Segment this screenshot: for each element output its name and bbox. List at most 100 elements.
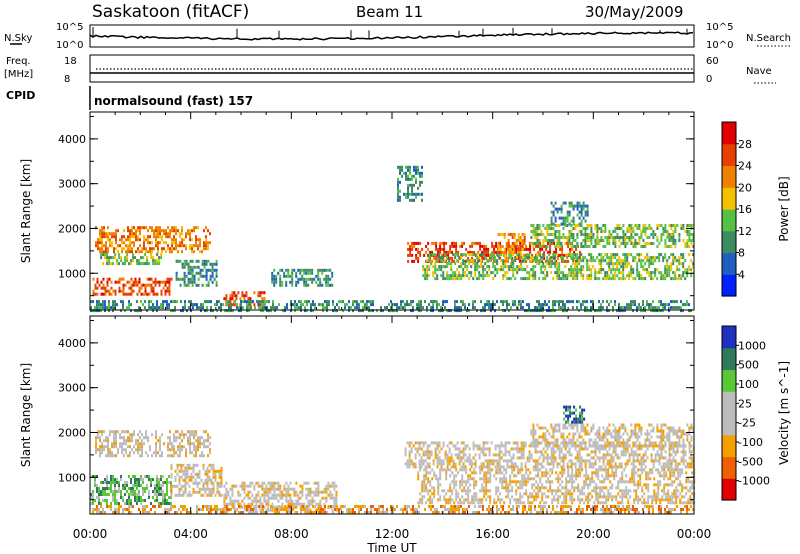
data-cell bbox=[684, 450, 687, 454]
data-cell bbox=[550, 271, 553, 275]
data-cell bbox=[426, 274, 429, 278]
data-cell bbox=[188, 475, 191, 479]
data-cell bbox=[157, 235, 159, 239]
data-cell bbox=[419, 180, 421, 184]
data-cell bbox=[604, 465, 607, 469]
data-cell bbox=[136, 280, 139, 284]
data-cell bbox=[194, 481, 197, 485]
data-cell bbox=[448, 456, 451, 460]
data-cell bbox=[96, 487, 98, 490]
data-cell bbox=[445, 498, 448, 502]
data-cell bbox=[407, 165, 409, 169]
data-cell bbox=[668, 239, 671, 242]
data-cell bbox=[178, 481, 181, 485]
data-cell bbox=[648, 271, 651, 275]
data-cell bbox=[108, 309, 110, 313]
data-cell bbox=[287, 271, 290, 275]
data-cell bbox=[626, 265, 629, 269]
data-cell bbox=[121, 451, 123, 455]
data-cell bbox=[205, 262, 208, 266]
data-cell bbox=[173, 226, 175, 230]
data-cell bbox=[504, 444, 507, 448]
data-cell bbox=[626, 450, 629, 454]
data-cell bbox=[396, 309, 398, 313]
data-cell bbox=[429, 250, 432, 254]
data-cell bbox=[116, 280, 119, 284]
data-cell bbox=[674, 450, 677, 454]
data-cell bbox=[538, 224, 541, 227]
data-cell bbox=[574, 462, 577, 466]
data-cell bbox=[616, 453, 619, 457]
data-cell bbox=[107, 445, 109, 449]
data-cell bbox=[270, 306, 272, 310]
data-cell bbox=[528, 306, 530, 310]
data-cell bbox=[317, 487, 320, 491]
data-cell bbox=[390, 300, 392, 304]
data-cell bbox=[520, 262, 523, 266]
data-cell bbox=[443, 489, 446, 493]
data-cell bbox=[638, 462, 641, 466]
data-cell bbox=[594, 239, 597, 242]
data-cell bbox=[536, 253, 539, 257]
data-cell bbox=[135, 232, 137, 236]
data-cell bbox=[576, 459, 579, 463]
data-cell bbox=[97, 436, 99, 440]
data-cell bbox=[206, 466, 209, 470]
data-cell bbox=[333, 481, 336, 485]
data-cell bbox=[424, 465, 427, 469]
data-cell bbox=[636, 265, 639, 269]
data-cell bbox=[578, 309, 580, 313]
data-cell bbox=[179, 436, 181, 440]
data-cell bbox=[630, 239, 633, 242]
data-cell bbox=[502, 265, 505, 269]
data-cell bbox=[289, 487, 292, 491]
data-cell bbox=[249, 502, 252, 506]
data-cell bbox=[189, 448, 191, 452]
data-cell bbox=[660, 239, 663, 242]
data-cell bbox=[536, 239, 539, 242]
data-cell bbox=[190, 475, 193, 479]
data-cell bbox=[397, 192, 399, 196]
data-cell bbox=[436, 277, 439, 281]
data-cell bbox=[632, 300, 634, 304]
data-cell bbox=[108, 300, 110, 304]
data-cell bbox=[129, 241, 131, 245]
data-cell bbox=[96, 280, 99, 284]
data-cell bbox=[668, 450, 671, 454]
data-cell bbox=[435, 474, 438, 478]
data-cell bbox=[598, 271, 601, 275]
data-cell bbox=[610, 262, 613, 266]
data-cell bbox=[648, 441, 651, 445]
data-cell bbox=[475, 495, 478, 499]
data-cell bbox=[104, 292, 107, 296]
data-cell bbox=[106, 280, 109, 284]
data-cell bbox=[475, 241, 478, 245]
data-cell bbox=[566, 462, 569, 466]
data-cell bbox=[450, 262, 453, 266]
data-cell bbox=[542, 465, 545, 469]
data-cell bbox=[484, 309, 486, 313]
data-cell bbox=[183, 277, 186, 281]
data-cell bbox=[123, 241, 125, 245]
data-cell bbox=[184, 300, 186, 304]
data-cell bbox=[652, 277, 655, 281]
data-cell bbox=[168, 481, 170, 484]
data-cell bbox=[287, 268, 290, 272]
data-cell bbox=[516, 265, 519, 269]
data-cell bbox=[560, 277, 563, 281]
data-cell bbox=[516, 456, 519, 460]
data-cell bbox=[273, 280, 276, 284]
data-cell bbox=[568, 271, 571, 275]
data-cell bbox=[147, 229, 149, 233]
data-cell bbox=[526, 303, 528, 307]
data-cell bbox=[594, 450, 597, 454]
data-cell bbox=[307, 481, 310, 485]
data-cell bbox=[189, 451, 191, 455]
data-cell bbox=[598, 239, 601, 242]
data-cell bbox=[405, 192, 407, 196]
data-cell bbox=[500, 253, 503, 257]
data-cell bbox=[183, 238, 185, 242]
data-cell bbox=[434, 271, 437, 275]
data-cell bbox=[148, 283, 151, 287]
data-cell bbox=[570, 236, 573, 239]
